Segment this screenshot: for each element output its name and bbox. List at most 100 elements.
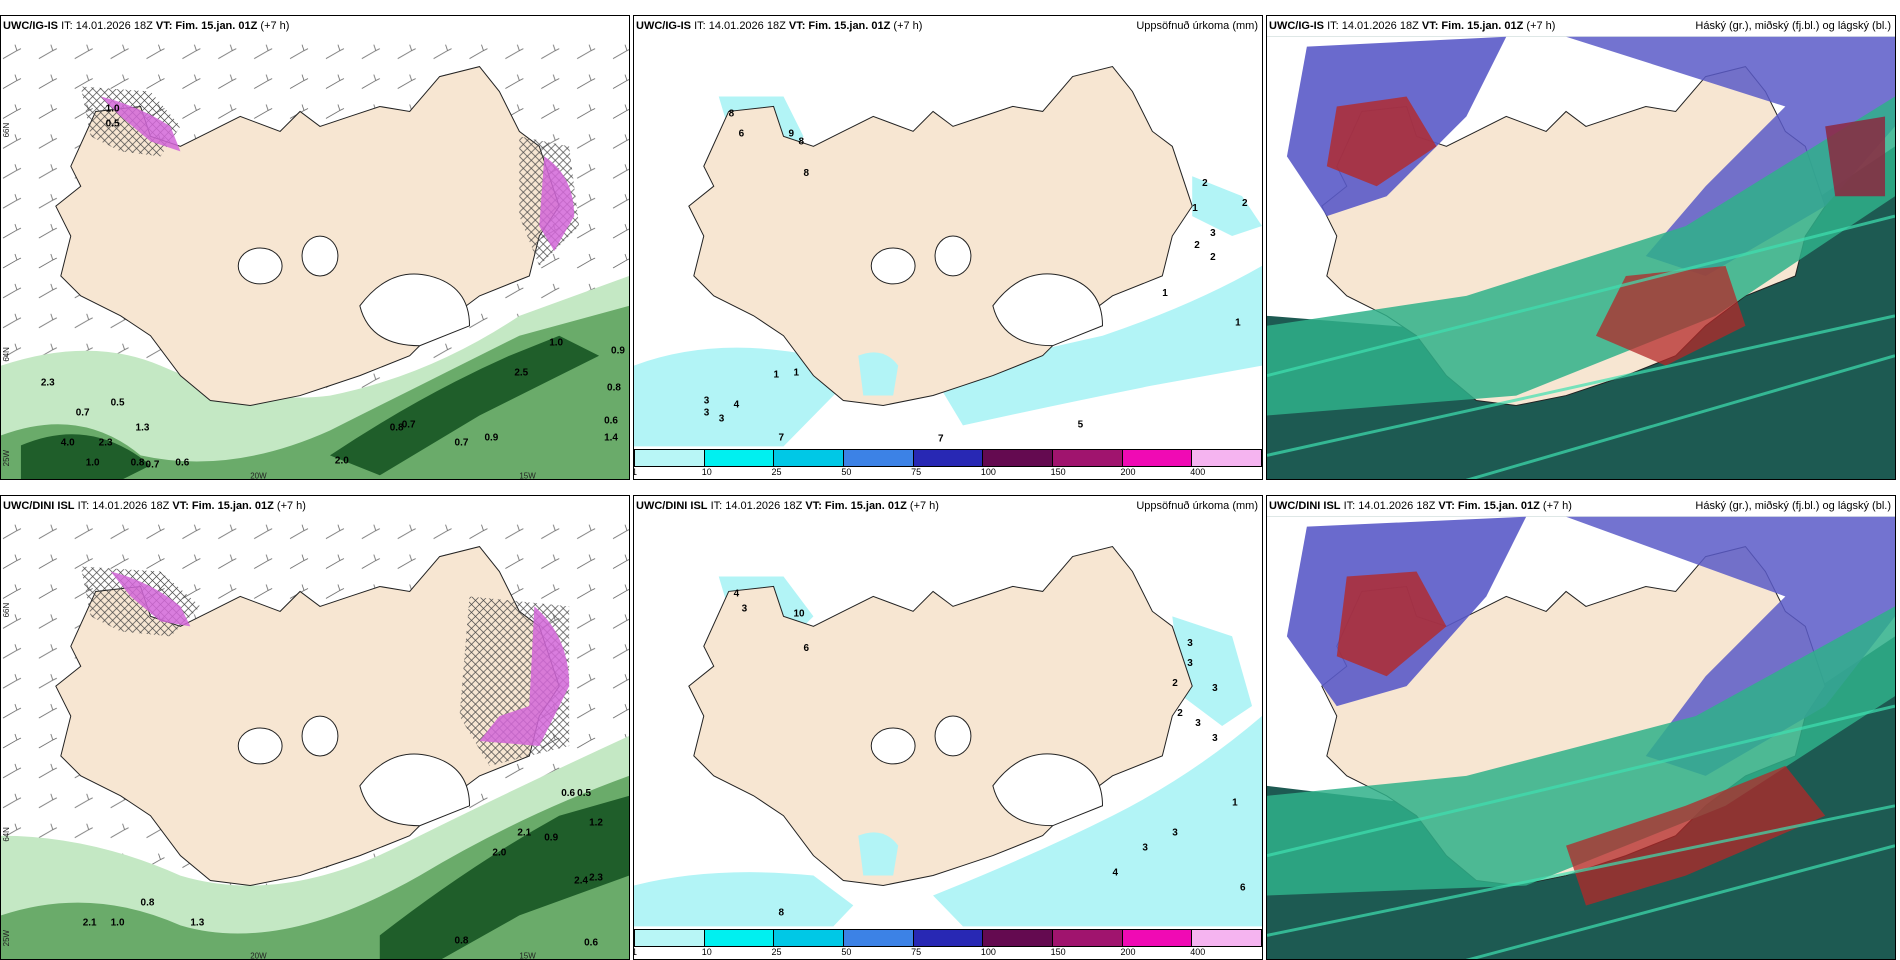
wind-value: 0.8 — [141, 897, 155, 908]
wind-value: 1.0 — [106, 103, 120, 114]
legend-swatch — [635, 930, 705, 946]
precip-legend-bar — [634, 449, 1262, 467]
lat-label-66n: 66N — [2, 123, 11, 138]
wind-value: 0.5 — [577, 788, 591, 799]
init-time: IT: 14.01.2026 18Z — [1343, 500, 1436, 512]
legend-tick-label: 150 — [1050, 947, 1066, 957]
model-name: UWC/IG-IS — [636, 20, 691, 32]
valid-label: VT: — [155, 20, 173, 32]
init-time: IT: 14.01.2026 18Z — [61, 20, 153, 32]
wind-value: 4.0 — [61, 437, 75, 448]
precip-light-e — [1192, 176, 1262, 237]
lat-label-64n: 64N — [2, 827, 11, 842]
precip-light-sw — [634, 872, 854, 927]
precip-map: 4 3 10 6 3 3 2 3 2 3 3 1 3 3 4 6 8 — [634, 545, 1262, 927]
legend-tick-label: 1 — [634, 947, 637, 957]
precip-value: 9 — [789, 128, 795, 139]
legend-swatch — [844, 930, 914, 946]
precip-value: 2 — [1194, 240, 1200, 251]
lat-label-64n: 64N — [2, 347, 11, 362]
red-cloud-south — [1566, 765, 1826, 906]
wind-map: 66N 64N 25W 20W 15W 2.3 0.5 0.7 4.0 2.3 … — [1, 36, 629, 479]
glacier-vatnajokull — [992, 753, 1104, 827]
wind-value: 0.7 — [146, 459, 160, 470]
precip-value: 8 — [729, 108, 735, 119]
precip-value: 3 — [742, 603, 748, 614]
valid-label: VT: — [1438, 500, 1455, 512]
glacier-vatnajokull — [992, 273, 1104, 347]
legend-swatch — [774, 450, 845, 466]
wind-map: 66N 64N 25W 20W 15W 0.8 2.1 1.0 1.3 0.8 … — [1, 516, 629, 960]
wind-map-panel-dini: UWC/DINI ISL IT: 14.01.2026 18Z VT: Fim.… — [0, 495, 630, 960]
valid-time: Fim. 15.jan. 01Z — [824, 500, 907, 512]
legend-tick-label: 150 — [1050, 467, 1066, 477]
glacier-langjokull — [870, 247, 916, 285]
precip-purple-nw — [110, 571, 191, 627]
precip-value: 3 — [1187, 658, 1193, 669]
lead-time: (+7 h) — [260, 20, 290, 32]
legend-tick-label: 10 — [701, 947, 712, 957]
precip-legend-ticks: 1 10 25 50 75 100 150 200 400 — [634, 947, 1262, 959]
field-title: Uppsöfnuð úrkoma (mm) — [1136, 500, 1258, 512]
high-cloud-ne — [1566, 36, 1895, 276]
glacier-vatnajokull — [359, 273, 471, 347]
precip-value: 2 — [1202, 178, 1208, 189]
init-time: IT: 14.01.2026 18Z — [1327, 20, 1419, 32]
precip-map: 8 9 8 6 8 2 1 2 3 2 2 1 1 1 1 3 3 4 3 7 … — [634, 65, 1262, 447]
wind-value: 2.3 — [589, 873, 603, 884]
legend-tick-label: 50 — [841, 947, 852, 957]
precip-value: 6 — [1240, 882, 1246, 893]
precip-light-se — [933, 265, 1262, 426]
model-name: UWC/DINI ISL — [636, 500, 708, 512]
lon-label-15w: 15W — [519, 951, 536, 960]
wind-value: 0.5 — [111, 398, 125, 409]
legend-tick-label: 75 — [911, 467, 922, 477]
wind-value: 2.4 — [574, 876, 588, 887]
lon-label-20w: 20W — [250, 951, 267, 960]
wind-value: 1.0 — [111, 917, 125, 928]
wind-value: 0.7 — [76, 407, 90, 418]
legend-swatch — [704, 930, 775, 946]
valid-time: Fim. 15.jan. 01Z — [1457, 500, 1540, 512]
precip-map-panel-dini: UWC/DINI ISL IT: 14.01.2026 18Z VT: Fim.… — [633, 495, 1263, 960]
valid-label: VT: — [788, 20, 806, 32]
field-title: Háský (gr.), miðský (fj.bl.) og lágský (… — [1695, 20, 1891, 32]
legend-tick-label: 25 — [771, 467, 782, 477]
valid-time: Fim. 15.jan. 01Z — [808, 20, 891, 32]
wind-value: 0.8 — [131, 457, 145, 468]
init-time: IT: 14.01.2026 18Z — [710, 500, 803, 512]
wind-value: 1.4 — [604, 432, 618, 443]
green-band-dark — [379, 795, 629, 959]
panel-header: UWC/IG-IS IT: 14.01.2026 18Z VT: Fim. 15… — [634, 16, 1262, 36]
legend-swatch — [774, 930, 845, 946]
legend-tick-label: 10 — [701, 467, 712, 477]
panel-header: UWC/DINI ISL IT: 14.01.2026 18Z VT: Fim.… — [634, 496, 1262, 516]
precip-value: 1 — [1235, 318, 1241, 329]
valid-label: VT: — [805, 500, 822, 512]
precip-purple-nw — [100, 96, 181, 152]
model-name: UWC/DINI ISL — [1269, 500, 1341, 512]
precip-value: 8 — [803, 168, 809, 179]
legend-swatch — [913, 930, 984, 946]
precip-value: 10 — [793, 608, 805, 619]
wind-map-panel-igis: UWC/IG-IS IT: 14.01.2026 18Z VT: Fim. 15… — [0, 15, 630, 480]
legend-swatch — [983, 930, 1054, 946]
wind-value: 0.8 — [607, 383, 621, 394]
precip-value: 4 — [1112, 868, 1118, 879]
wind-value: 2.3 — [99, 437, 113, 448]
wind-value: 0.5 — [106, 118, 120, 129]
legend-tick-label: 200 — [1120, 947, 1136, 957]
precip-value: 6 — [739, 128, 745, 139]
wind-value: 0.6 — [604, 415, 618, 426]
wind-value: 2.1 — [517, 828, 531, 839]
precip-light-south — [858, 352, 899, 396]
precip-value: 3 — [704, 395, 710, 406]
init-time: IT: 14.01.2026 18Z — [694, 20, 786, 32]
valid-time: Fim. 15.jan. 01Z — [1441, 20, 1524, 32]
precip-value: 3 — [1210, 228, 1216, 239]
cloud-edges — [1267, 214, 1895, 479]
glacier-hofsjokull — [301, 715, 339, 757]
precip-value: 6 — [803, 643, 809, 654]
precip-legend-ticks: 1 10 25 50 75 100 150 200 400 — [634, 467, 1262, 479]
valid-label: VT: — [172, 500, 189, 512]
